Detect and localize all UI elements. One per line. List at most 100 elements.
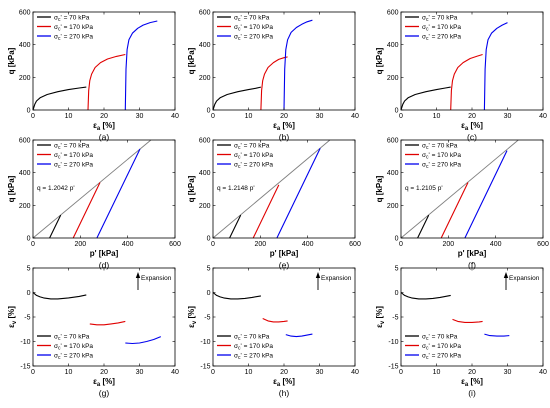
legend-label-2: σc' = 170 kPa xyxy=(54,152,93,161)
x-tick-label: 0 xyxy=(211,369,215,376)
reference-line xyxy=(400,139,519,239)
panel-e: 0 200 400 600 0 200 400 600 p' [kPa] q [kPa] (e) σc… xyxy=(187,138,361,271)
x-tick-label: 40 xyxy=(351,369,359,376)
series-line-3 xyxy=(276,147,321,239)
y-tick-label: 600 xyxy=(199,138,211,145)
series-line-2 xyxy=(260,56,288,111)
y-tick-label: 600 xyxy=(19,138,31,145)
x-tick-label: 30 xyxy=(316,369,324,376)
y-axis-label: q [kPa] xyxy=(187,175,196,202)
series-line-3 xyxy=(484,333,510,337)
y-axis-label: q [kPa] xyxy=(375,47,384,74)
legend-label-2: σc' = 170 kPa xyxy=(422,24,461,33)
y-axis-label: εv [%] xyxy=(187,306,198,328)
x-axis-label: εa [%] xyxy=(461,377,483,388)
x-tick-label: 40 xyxy=(539,369,547,376)
x-tick-label: 600 xyxy=(169,241,181,248)
panel-label: (h) xyxy=(279,388,290,398)
y-tick-label: -15 xyxy=(200,364,210,371)
legend-label-3: σc' = 270 kPa xyxy=(54,33,93,42)
series-line-2 xyxy=(440,182,469,239)
x-tick-label: 30 xyxy=(136,113,144,120)
x-tick-label: 0 xyxy=(399,113,403,120)
x-tick-label: 0 xyxy=(399,241,403,248)
x-tick-label: 30 xyxy=(316,113,324,120)
plot-frame xyxy=(212,267,356,367)
x-tick-label: 20 xyxy=(100,369,108,376)
y-tick-label: -10 xyxy=(200,339,210,346)
legend-label-3: σc' = 270 kPa xyxy=(422,161,461,170)
plot-frame xyxy=(400,139,544,239)
series-line-2 xyxy=(87,53,126,111)
y-tick-label: 400 xyxy=(199,42,211,49)
legend-label-3: σc' = 270 kPa xyxy=(234,161,273,170)
y-tick-label: 0 xyxy=(395,108,399,115)
x-tick-label: 0 xyxy=(211,113,215,120)
panel-label: (a) xyxy=(99,132,110,142)
x-axis-label: εa [%] xyxy=(461,121,483,132)
panel-label: (e) xyxy=(279,260,290,270)
y-tick-label: 600 xyxy=(199,10,211,17)
x-tick-label: 10 xyxy=(433,113,441,120)
y-tick-label: 200 xyxy=(199,75,211,82)
panel-label: (i) xyxy=(468,388,476,398)
series-line-3 xyxy=(464,150,508,239)
fit-equation-label: q = 1.2105 p' xyxy=(405,185,443,192)
x-axis-label: p' [kPa] xyxy=(270,249,299,258)
series-line-1 xyxy=(229,214,242,239)
x-tick-label: 200 xyxy=(74,241,86,248)
legend-label-1: σc' = 70 kPa xyxy=(422,333,458,342)
series-line-2 xyxy=(72,182,101,239)
x-tick-label: 400 xyxy=(122,241,134,248)
panel-label: (c) xyxy=(467,132,477,142)
x-tick-label: 600 xyxy=(537,241,549,248)
x-axis-label: p' [kPa] xyxy=(90,249,119,258)
y-axis-label: q [kPa] xyxy=(375,175,384,202)
series-line-2 xyxy=(452,318,483,323)
legend-label-2: σc' = 170 kPa xyxy=(234,343,273,352)
series-line-3 xyxy=(124,20,158,111)
legend-label-2: σc' = 170 kPa xyxy=(54,343,93,352)
panel-d: 0 200 400 600 0 200 400 600 p' [kPa] q [kPa] (d) σc… xyxy=(7,138,181,271)
panel-label: (g) xyxy=(99,388,110,398)
y-axis-label: εv [%] xyxy=(375,306,386,328)
plot-frame xyxy=(400,267,544,367)
plot-frame xyxy=(212,139,356,239)
y-tick-label: -10 xyxy=(388,339,398,346)
series-line-2 xyxy=(89,320,126,326)
legend-label-1: σc' = 70 kPa xyxy=(422,14,458,23)
legend-label-3: σc' = 270 kPa xyxy=(234,352,273,361)
y-tick-label: 0 xyxy=(27,108,31,115)
y-tick-label: 200 xyxy=(19,75,31,82)
plot-frame xyxy=(32,267,176,367)
y-tick-label: -5 xyxy=(24,315,30,322)
legend-label-3: σc' = 270 kPa xyxy=(422,352,461,361)
series-line-1 xyxy=(417,214,430,239)
legend-label-2: σc' = 170 kPa xyxy=(422,343,461,352)
x-axis-label: p' [kPa] xyxy=(458,249,487,258)
expansion-arrow-head xyxy=(503,272,509,278)
x-tick-label: 10 xyxy=(433,369,441,376)
x-tick-label: 400 xyxy=(490,241,502,248)
series-line-3 xyxy=(125,336,162,345)
y-axis-label: q [kPa] xyxy=(7,175,16,202)
legend-label-2: σc' = 170 kPa xyxy=(422,152,461,161)
legend-label-2: σc' = 170 kPa xyxy=(54,24,93,33)
y-axis-label: q [kPa] xyxy=(7,47,16,74)
x-tick-label: 600 xyxy=(349,241,361,248)
x-tick-label: 40 xyxy=(171,113,179,120)
series-line-2 xyxy=(450,53,483,111)
y-tick-label: 400 xyxy=(199,170,211,177)
y-tick-label: 200 xyxy=(387,75,399,82)
legend-label-1: σc' = 70 kPa xyxy=(54,14,90,23)
y-tick-label: 200 xyxy=(387,203,399,210)
y-tick-label: 0 xyxy=(207,108,211,115)
y-tick-label: 200 xyxy=(199,203,211,210)
x-tick-label: 0 xyxy=(399,369,403,376)
x-tick-label: 0 xyxy=(31,113,35,120)
y-tick-label: -10 xyxy=(20,339,30,346)
legend-label-3: σc' = 270 kPa xyxy=(422,33,461,42)
